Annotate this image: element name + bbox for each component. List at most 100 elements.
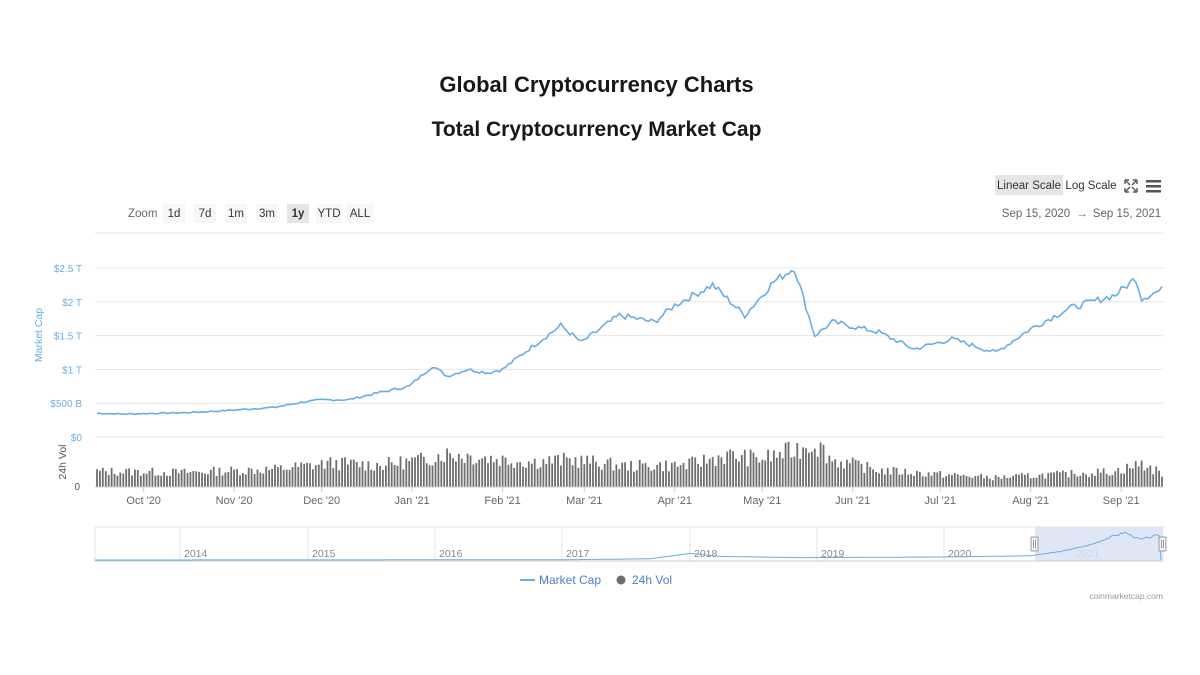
volume-bar [396,465,399,487]
volume-bar [422,456,425,487]
volume-bar [501,455,504,487]
volume-bar [843,468,845,487]
volume-bar [1161,476,1163,487]
volume-bar [808,452,810,487]
volume-bar [352,459,355,487]
volume-bar [420,452,422,487]
volume-bar [930,475,933,487]
volume-bar [1000,478,1003,487]
zoom-3m-button-bg[interactable] [256,204,278,223]
fullscreen-icon[interactable] [1124,179,1138,193]
navigator-right-handle[interactable] [1158,536,1167,552]
volume-bar [525,467,527,487]
volume-bar [294,462,297,487]
volume-bar [151,467,154,487]
volume-bar [641,463,644,487]
volume-bar [256,469,259,487]
zoom-ytd-button[interactable]: YTD [318,208,341,220]
volume-bar [242,473,244,487]
volume-bar [221,475,224,487]
volume-bar [659,462,661,487]
y-tick-label: $1.5 T [54,332,82,343]
volume-bar [1126,463,1128,487]
x-tick-label: Jun '21 [835,495,870,507]
zoom-all-button[interactable]: ALL [350,208,371,220]
volume-bar [542,459,545,487]
legend-market-cap-label[interactable]: Market Cap [539,573,601,587]
zoom-1m-button-bg[interactable] [225,204,247,223]
volume-bars [96,441,1163,487]
volume-bar [854,459,857,487]
navigator-left-handle[interactable] [1030,536,1039,552]
menu-icon[interactable] [1146,180,1161,193]
volume-bar [545,464,548,487]
volume-bar [268,470,271,487]
volume-bar [259,472,262,487]
volume-bar [577,467,580,487]
credit-link[interactable]: coinmarketcap.com [1089,591,1163,601]
volume-bar [945,476,947,487]
zoom-3m-button[interactable]: 3m [259,208,275,220]
volume-bar [895,467,898,487]
volume-bar [233,469,235,487]
volume-bar [484,456,486,487]
legend-market-cap[interactable]: Market Cap [520,573,601,587]
navigator-year-label: 2020 [948,548,972,560]
volume-bar [571,465,574,487]
volume-bar [621,462,624,487]
volume-bar [612,470,615,487]
zoom-all-button-bg[interactable] [347,204,373,223]
zoom-1y-button-bg[interactable] [287,204,309,223]
legend-volume-label[interactable]: 24h Vol [632,573,672,587]
legend-volume[interactable]: 24h Vol [616,573,673,587]
volume-bar [157,475,160,487]
log-scale-button[interactable]: Log Scale [1065,180,1116,192]
volume-bar [376,463,378,487]
volume-bar [370,469,373,487]
volume-bar [1026,473,1029,487]
volume-bar [767,449,769,487]
volume-bar [691,456,694,487]
volume-bar [819,442,822,487]
volume-bar [606,459,609,487]
zoom-1m-button[interactable]: 1m [228,208,244,220]
volume-bar [904,468,907,487]
zoom-1d-button-bg[interactable] [163,204,185,223]
volume-bar [898,474,901,487]
volume-bar [387,457,390,487]
zoom-1y-button[interactable]: 1y [292,208,305,220]
volume-bar [743,449,746,487]
zoom-7d-button[interactable]: 7d [199,208,212,220]
zoom-1d-button[interactable]: 1d [168,208,181,220]
volume-bar [851,457,854,487]
volume-bar [869,466,872,487]
linear-scale-button[interactable]: Linear Scale [997,180,1061,192]
volume-bar [980,474,982,487]
volume-bar [1070,470,1073,487]
volume-bar [189,472,192,487]
volume-bar [618,469,621,487]
volume-bar [317,464,320,487]
linear-scale-button-bg[interactable] [995,175,1063,195]
volume-bar [708,458,711,487]
zoom-7d-button-bg[interactable] [194,204,216,223]
volume-bar [1021,473,1023,487]
volume-bar [778,452,781,487]
volume-bar [455,461,457,487]
navigator[interactable]: 20142015201620172018201920202021 [94,526,1167,562]
volume-bar [309,463,311,487]
navigator-selection[interactable] [1035,527,1163,561]
volume-bar [440,460,443,487]
volume-bar [469,455,472,487]
x-tick-label: Nov '20 [216,495,253,507]
volume-bar [347,464,349,487]
volume-bar [274,464,276,487]
volume-bar [172,468,174,487]
zoom-ytd-button-bg[interactable] [316,204,342,223]
volume-bar [1053,472,1055,487]
volume-bar [878,473,880,487]
volume-bar [405,458,408,487]
volume-bar [624,462,626,487]
volume-bar [1094,475,1096,487]
navigator-year-label: 2017 [566,548,590,560]
